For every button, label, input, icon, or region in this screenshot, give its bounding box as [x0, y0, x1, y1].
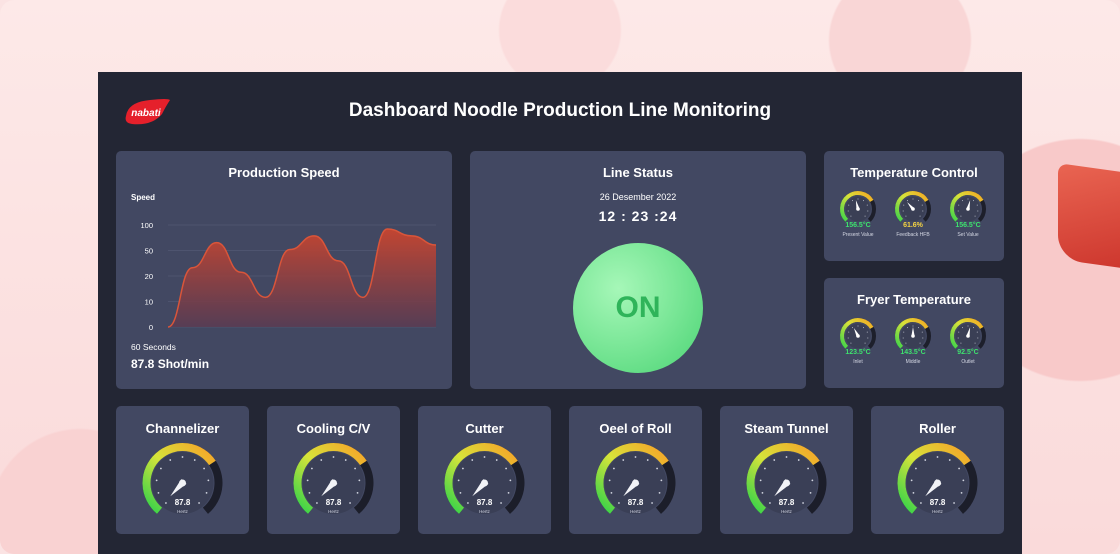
- speed-area: [168, 229, 436, 327]
- gauge-value: 92.5°C: [957, 349, 979, 356]
- gauge-value: 143.5°C: [900, 349, 926, 356]
- gauge-needle: [911, 327, 915, 336]
- fryer-gauge: 123.5°C Inlet: [838, 316, 878, 365]
- y-tick-label: 100: [140, 221, 153, 230]
- machine-value: 87.8: [929, 498, 946, 507]
- speed-axis-label: Speed: [131, 193, 156, 202]
- y-tick-label: 0: [149, 323, 153, 332]
- fryer-temperature-card: Fryer Temperature 123.5°C Inlet 143.5°C Mid…: [824, 278, 1004, 388]
- machine-card: Oeel of Roll 87.8 Hertz: [569, 406, 702, 534]
- speed-value: 87.8 Shot/min: [131, 357, 210, 371]
- y-tick-label: 20: [145, 272, 153, 281]
- temperature-gauge: 156.5°C Present Value: [838, 189, 878, 238]
- machine-value: 87.8: [476, 498, 493, 507]
- gauge-needle: [966, 200, 971, 210]
- gauge-label: Outlet: [961, 359, 975, 365]
- y-tick-label: 50: [145, 247, 153, 256]
- gauge-label: Set Value: [957, 232, 979, 238]
- machine-unit: Hertz: [781, 509, 792, 514]
- machine-value: 87.8: [778, 498, 795, 507]
- gauge-needle: [855, 200, 860, 210]
- machine-name: Roller: [919, 421, 956, 436]
- temperature-control-title: Temperature Control: [850, 165, 978, 180]
- mini-gauge-dial: [950, 318, 986, 349]
- line-on-button[interactable]: ON: [573, 243, 703, 373]
- svg-text:nabati: nabati: [131, 108, 161, 119]
- gauge-value: 156.5°C: [845, 222, 871, 229]
- machine-unit: Hertz: [479, 509, 490, 514]
- machine-name: Oeel of Roll: [599, 421, 672, 436]
- machine-name: Steam Tunnel: [744, 421, 829, 436]
- machine-unit: Hertz: [328, 509, 339, 514]
- machine-gauge-dial: [746, 443, 827, 514]
- gauge-label: Inlet: [853, 359, 863, 365]
- machine-gauge-dial: [897, 443, 978, 514]
- mini-gauge-dial: [840, 318, 876, 349]
- machine-unit: Hertz: [630, 509, 641, 514]
- machine-card: Channelizer 87.8 Hertz: [116, 406, 249, 534]
- gauge-label: Present Value: [842, 232, 874, 238]
- temperature-gauge: 61.6% Feedback HFB: [893, 189, 933, 238]
- machine-unit: Hertz: [932, 509, 943, 514]
- fryer-gauge: 143.5°C Middle: [893, 316, 933, 365]
- y-tick-label: 10: [145, 298, 153, 307]
- temperature-control-card: Temperature Control 156.5°C Present Value…: [824, 151, 1004, 261]
- line-status-title: Line Status: [602, 165, 674, 180]
- temperature-gauge: 156.5°C Set Value: [948, 189, 988, 238]
- status-date: 26 Desember 2022: [599, 192, 677, 202]
- production-speed-title: Production Speed: [228, 165, 340, 180]
- decorative-red-shape: [1058, 163, 1120, 269]
- speed-line: [167, 228, 437, 328]
- machine-card: Roller 87.8 Hertz: [871, 406, 1004, 534]
- speed-duration: 60 Seconds: [131, 342, 176, 352]
- status-time: 12 : 23 :24: [598, 208, 678, 224]
- page-title: Dashboard Noodle Production Line Monitor…: [348, 100, 772, 121]
- mini-gauge-dial: [840, 191, 876, 222]
- machine-gauge-dial: [595, 443, 676, 514]
- gauge-value: 156.5°C: [955, 222, 981, 229]
- fryer-temperature-title: Fryer Temperature: [857, 292, 971, 307]
- machine-gauge-dial: [142, 443, 223, 514]
- machine-value: 87.8: [325, 498, 342, 507]
- gauge-label: Middle: [905, 359, 921, 365]
- machine-name: Cutter: [465, 421, 504, 436]
- machine-name: Channelizer: [145, 421, 220, 436]
- gauge-label: Feedback HFB: [896, 232, 930, 238]
- gauge-value: 123.5°C: [845, 349, 871, 356]
- gauge-needle: [966, 327, 971, 337]
- machine-gauge-dial: [293, 443, 374, 514]
- gauge-value: 61.6%: [903, 222, 923, 229]
- machine-card: Cooling C/V 87.8 Hertz: [267, 406, 400, 534]
- machine-card: Cutter 87.8 Hertz: [418, 406, 551, 534]
- mini-gauge-dial: [895, 191, 931, 222]
- line-status-card: Line Status 26 Desember 2022 12 : 23 :24…: [470, 151, 806, 389]
- machine-value: 87.8: [627, 498, 644, 507]
- machine-value: 87.8: [174, 498, 191, 507]
- machine-name: Cooling C/V: [296, 421, 371, 436]
- machine-unit: Hertz: [177, 509, 188, 514]
- machine-card: Steam Tunnel 87.8 Hertz: [720, 406, 853, 534]
- production-speed-card: Production Speed Speed 100 50 20 10 0 60 Sec…: [116, 151, 452, 389]
- fryer-gauge: 92.5°C Outlet: [948, 316, 988, 365]
- mini-gauge-dial: [950, 191, 986, 222]
- mini-gauge-dial: [895, 318, 931, 349]
- machine-gauge-dial: [444, 443, 525, 514]
- nabati-logo: nabati: [125, 99, 170, 125]
- dashboard-window: nabati Dashboard Noodle Production Line …: [98, 72, 1022, 554]
